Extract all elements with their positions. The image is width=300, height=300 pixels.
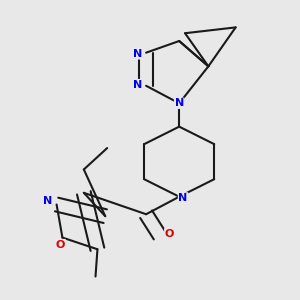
Text: N: N <box>178 193 188 203</box>
Text: N: N <box>175 98 184 108</box>
Text: N: N <box>44 196 52 206</box>
Text: N: N <box>133 80 142 90</box>
Text: O: O <box>56 240 65 250</box>
Text: N: N <box>133 49 142 59</box>
Text: O: O <box>165 229 174 239</box>
